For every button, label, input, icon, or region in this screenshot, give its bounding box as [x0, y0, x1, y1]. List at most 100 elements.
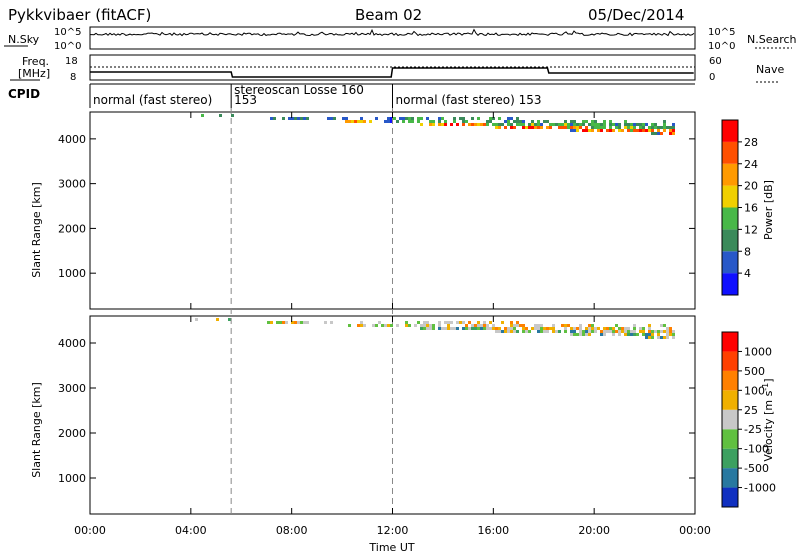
data-cell: [651, 123, 654, 126]
velocity-cells: [195, 318, 675, 339]
data-cell: [381, 324, 384, 327]
data-cell: [507, 327, 510, 330]
data-cell: [558, 330, 561, 333]
data-cell: [375, 117, 378, 120]
data-cell: [306, 321, 309, 324]
data-cell: [510, 324, 513, 327]
data-cell: [645, 123, 648, 126]
data-cell: [588, 123, 591, 126]
colorbar-segment: [722, 163, 738, 186]
colorbar-tick-label: 12: [744, 223, 758, 236]
data-cell: [627, 126, 630, 129]
data-cell: [606, 330, 609, 333]
data-cell: [390, 117, 393, 120]
data-cell: [423, 327, 426, 330]
data-cell: [660, 132, 663, 135]
data-cell: [540, 324, 543, 327]
data-cell: [270, 321, 273, 324]
data-cell: [660, 336, 663, 339]
data-cell: [501, 123, 504, 126]
data-cell: [294, 321, 297, 324]
data-cell: [462, 321, 465, 324]
x-tick-label: 00:00: [679, 524, 711, 537]
data-cell: [657, 330, 660, 333]
data-cell: [570, 129, 573, 132]
data-cell: [561, 123, 564, 126]
data-cell: [357, 324, 360, 327]
data-cell: [669, 327, 672, 330]
data-cell: [354, 120, 357, 123]
freq-trace: [90, 67, 694, 78]
data-cell: [456, 327, 459, 330]
data-cell: [594, 120, 597, 123]
data-cell: [300, 321, 303, 324]
cpid-overflow-label: 153: [234, 93, 257, 107]
data-cell: [630, 333, 633, 336]
data-cell: [648, 336, 651, 339]
data-cell: [642, 333, 645, 336]
data-cell: [468, 123, 471, 126]
cpid-label: CPID: [8, 87, 40, 101]
data-cell: [615, 123, 618, 126]
data-cell: [297, 117, 300, 120]
data-cell: [477, 123, 480, 126]
colorbar-segment: [722, 251, 738, 274]
power-ylabel: Slant Range [km]: [30, 182, 43, 278]
colorbar-tick-label: -100: [744, 443, 769, 456]
x-tick-label: 20:00: [578, 524, 610, 537]
colorbar-tick-label: 25: [744, 404, 758, 417]
data-cell: [669, 126, 672, 129]
data-cell: [402, 117, 405, 120]
data-cell: [495, 126, 498, 129]
data-cell: [618, 129, 621, 132]
x-axis: 00:00 04:00 08:00 12:00 16:00 20:00 00:00: [74, 112, 711, 537]
data-cell: [417, 117, 420, 120]
data-cell: [513, 120, 516, 123]
data-cell: [507, 330, 510, 333]
data-cell: [615, 324, 618, 327]
data-cell: [360, 120, 363, 123]
data-cell: [498, 330, 501, 333]
data-cell: [525, 126, 528, 129]
data-cell: [510, 126, 513, 129]
data-cell: [552, 123, 555, 126]
data-cell: [405, 324, 408, 327]
data-cell: [657, 126, 660, 129]
data-cell: [489, 327, 492, 330]
nsearch-tick-top: 10^5: [708, 27, 735, 38]
data-cell: [486, 120, 489, 123]
data-cell: [537, 324, 540, 327]
data-cell: [639, 330, 642, 333]
data-cell: [657, 333, 660, 336]
data-cell: [528, 330, 531, 333]
data-cell: [501, 321, 504, 324]
data-cell: [402, 120, 405, 123]
data-cell: [495, 123, 498, 126]
data-cell: [609, 126, 612, 129]
colorbar-tick-label: 28: [744, 136, 758, 149]
data-cell: [279, 321, 282, 324]
data-cell: [603, 123, 606, 126]
data-cell: [612, 129, 615, 132]
data-cell: [564, 327, 567, 330]
x-tick-label: 08:00: [276, 524, 308, 537]
data-cell: [594, 330, 597, 333]
data-cell: [465, 327, 468, 330]
data-cell: [489, 117, 492, 120]
data-cell: [591, 123, 594, 126]
data-cell: [651, 336, 654, 339]
data-cell: [453, 120, 456, 123]
velocity-colorbar-label: Velocity [m s-1]: [761, 378, 775, 461]
data-cell: [639, 327, 642, 330]
data-cell: [444, 321, 447, 324]
x-tick-label: 12:00: [377, 524, 409, 537]
data-cell: [618, 126, 621, 129]
data-cell: [525, 327, 528, 330]
data-cell: [609, 123, 612, 126]
data-cell: [660, 126, 663, 129]
data-cell: [528, 123, 531, 126]
data-cell: [477, 117, 480, 120]
data-cell: [363, 120, 366, 123]
data-cell: [576, 327, 579, 330]
data-cell: [429, 123, 432, 126]
